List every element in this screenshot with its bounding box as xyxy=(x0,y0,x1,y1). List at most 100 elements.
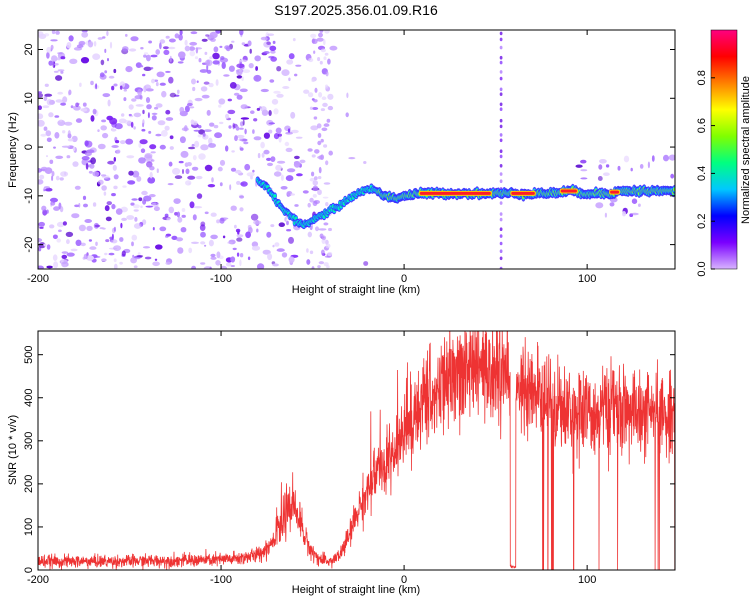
noise-blob xyxy=(202,132,206,137)
noise-blob xyxy=(95,241,98,246)
noise-blob xyxy=(273,171,282,177)
noise-blob xyxy=(239,30,244,36)
noise-blob xyxy=(174,33,180,39)
noise-blob xyxy=(272,244,275,248)
noise-blob xyxy=(314,149,320,154)
noise-blob xyxy=(115,208,123,215)
carrier-peak xyxy=(419,191,491,195)
noise-blob xyxy=(231,150,235,153)
noise-blob xyxy=(52,60,55,68)
noise-blob xyxy=(225,262,232,267)
noise-blob xyxy=(234,224,237,229)
noise-blob xyxy=(209,31,218,39)
colorbar-label: Normalized spectral amplitude xyxy=(740,76,750,224)
noise-blob xyxy=(53,146,56,149)
noise-blob xyxy=(278,136,282,143)
noise-blob xyxy=(76,44,84,49)
noise-blob xyxy=(65,231,74,237)
noise-blob xyxy=(242,69,251,73)
noise-blob xyxy=(317,176,322,180)
noise-blob xyxy=(307,202,311,208)
noise-blob xyxy=(323,123,330,127)
spectrogram-x-ticks: -200 -100 0 100 xyxy=(27,30,596,285)
noise-blob xyxy=(207,184,216,188)
noise-blob xyxy=(313,99,318,103)
noise-blob xyxy=(149,144,157,150)
colorbar-tick-label: 0.4 xyxy=(696,166,708,181)
noise-blob xyxy=(216,251,221,259)
noise-blob xyxy=(169,135,174,140)
colorbar-tick-label: 0.8 xyxy=(696,70,708,85)
noise-blob xyxy=(325,160,329,166)
noise-blob xyxy=(309,197,314,203)
noise-blob xyxy=(215,79,219,86)
noise-blob xyxy=(50,44,54,50)
noise-blob xyxy=(219,182,223,187)
noise-blob xyxy=(239,59,248,63)
noise-blob xyxy=(38,242,46,249)
noise-blob xyxy=(126,215,135,220)
noise-blob xyxy=(191,265,196,269)
noise-blob xyxy=(151,115,157,121)
noise-blob xyxy=(325,71,329,77)
noise-blob xyxy=(132,170,140,178)
noise-blob xyxy=(165,261,171,265)
noise-blob xyxy=(127,180,136,185)
noise-blob xyxy=(122,46,129,52)
noise-blob xyxy=(220,265,228,269)
noise-blob xyxy=(38,119,45,127)
noise-blob xyxy=(191,143,195,147)
noise-blob xyxy=(38,113,44,120)
noise-blob xyxy=(286,220,289,226)
noise-blob xyxy=(328,150,333,156)
noise-blob xyxy=(317,265,321,269)
noise-blob xyxy=(136,176,142,182)
noise-blob xyxy=(580,169,588,172)
noise-blob xyxy=(239,253,244,258)
noise-blob xyxy=(74,204,80,208)
noise-blob xyxy=(292,38,296,42)
noise-blob xyxy=(213,124,219,129)
noise-blob xyxy=(168,76,174,84)
noise-blob xyxy=(114,263,118,269)
noise-blob xyxy=(319,30,324,33)
noise-blob xyxy=(123,89,128,92)
noise-blob xyxy=(100,174,107,177)
noise-blob xyxy=(38,238,43,243)
noise-blob xyxy=(320,48,326,53)
noise-blob xyxy=(326,265,330,269)
noise-blob xyxy=(177,61,184,64)
noise-blob xyxy=(56,221,65,228)
noise-blob xyxy=(48,60,53,66)
noise-blob xyxy=(43,186,51,189)
noise-blob xyxy=(323,182,331,185)
noise-blob xyxy=(109,117,118,125)
noise-blob xyxy=(318,32,323,38)
noise-blob xyxy=(179,30,183,36)
noise-blob xyxy=(180,227,187,233)
noise-blob xyxy=(67,130,71,138)
noise-blob xyxy=(156,71,165,78)
noise-blob xyxy=(295,64,302,67)
noise-blob xyxy=(329,45,338,51)
noise-blob xyxy=(597,176,603,181)
noise-blob xyxy=(186,162,192,167)
noise-blob xyxy=(192,86,196,92)
noise-blob xyxy=(142,246,151,249)
y-tick-label: 300 xyxy=(23,432,35,450)
noise-blob xyxy=(178,34,183,41)
noise-blob xyxy=(78,40,86,46)
noise-blob xyxy=(363,261,369,266)
noise-blob xyxy=(119,261,123,265)
noise-blob xyxy=(60,102,66,106)
noise-blob xyxy=(324,30,330,34)
noise-blob xyxy=(140,148,146,153)
noise-blob xyxy=(296,173,303,177)
noise-blob xyxy=(326,118,331,123)
noise-blob xyxy=(161,90,167,98)
artifact-blob xyxy=(499,102,503,107)
noise-blob xyxy=(204,51,208,56)
noise-blob xyxy=(111,233,114,240)
noise-blob xyxy=(66,252,75,257)
noise-blob xyxy=(221,62,226,69)
